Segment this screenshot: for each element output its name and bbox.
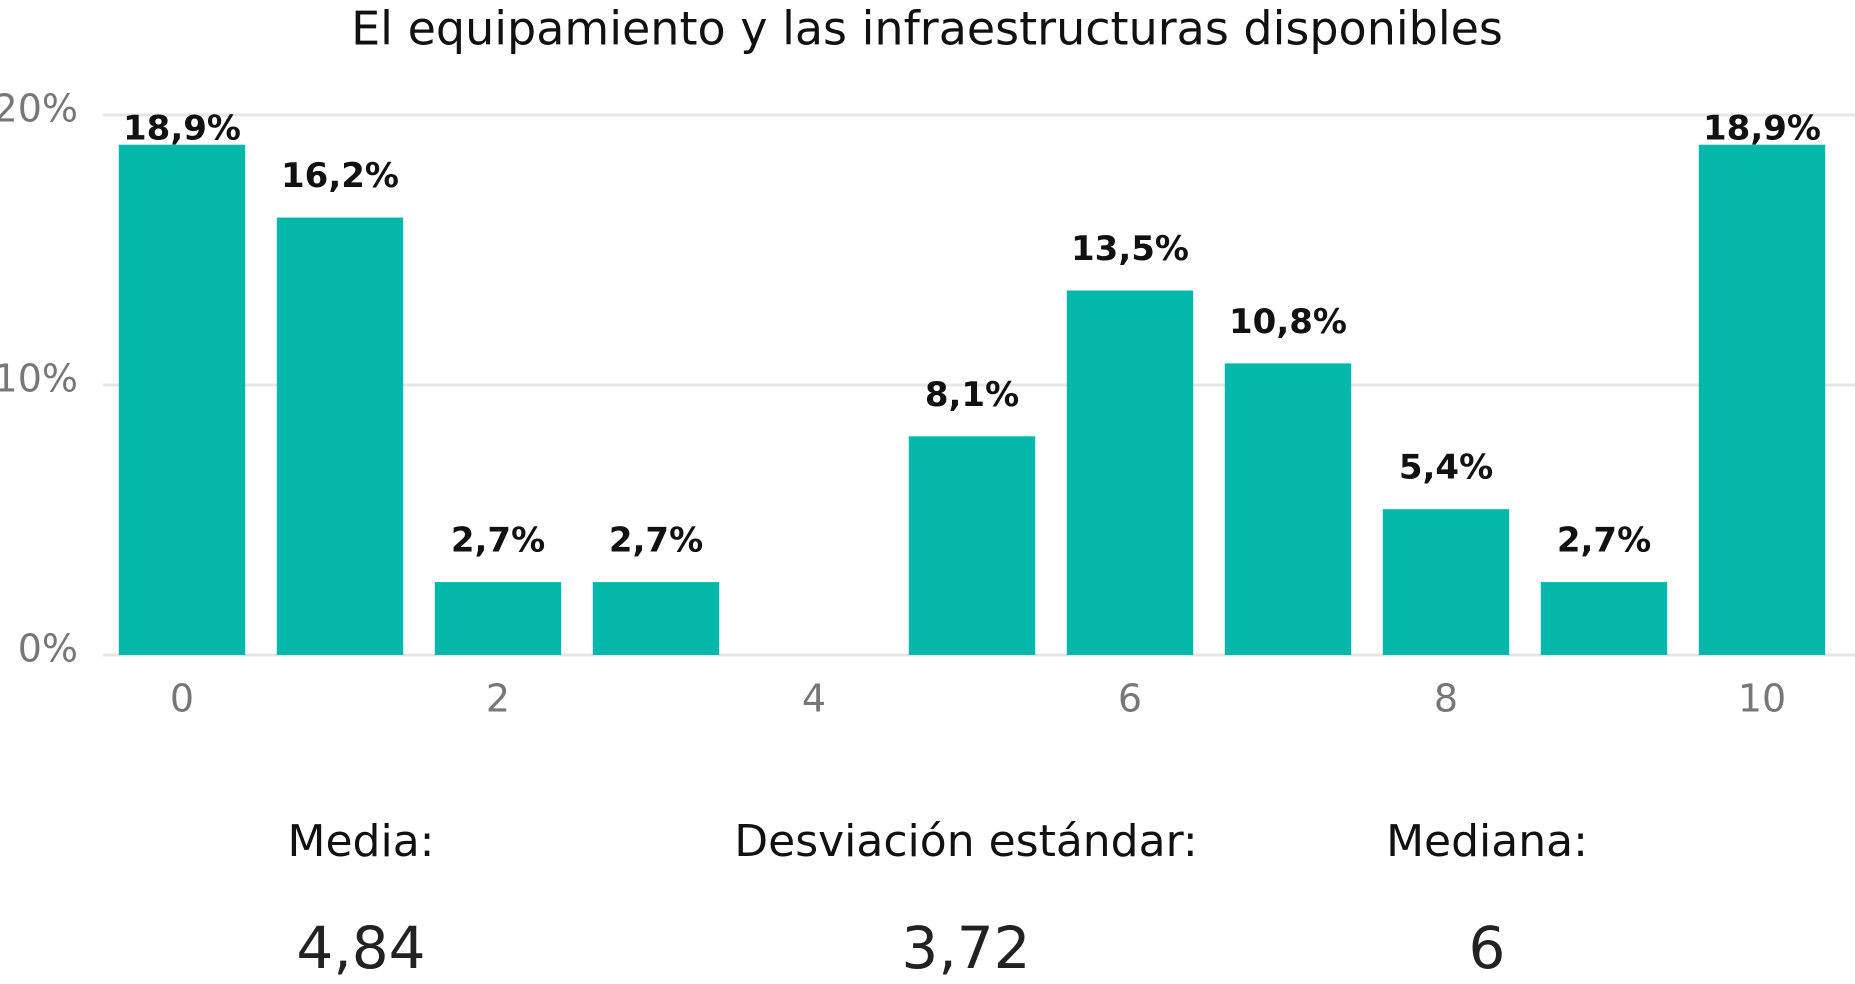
bar (1540, 582, 1668, 655)
data-label: 5,4% (1399, 448, 1493, 488)
x-tick-label: 0 (170, 677, 194, 721)
bar (1382, 509, 1510, 655)
data-label: 8,1% (925, 375, 1019, 415)
stat-value: 3,72 (901, 914, 1030, 982)
stat-label: Desviación estándar: (734, 816, 1197, 867)
bar (1224, 363, 1352, 655)
x-tick-label: 4 (802, 677, 826, 721)
y-tick-label: 0% (18, 627, 78, 671)
bar (118, 144, 246, 655)
data-label: 2,7% (451, 521, 545, 561)
stat-value: 4,84 (296, 914, 425, 982)
bar (908, 436, 1036, 655)
stat-label: Media: (288, 816, 435, 867)
data-label: 10,8% (1229, 302, 1347, 342)
bar (434, 582, 562, 655)
y-tick-label: 10% (0, 357, 78, 401)
x-tick-label: 8 (1434, 677, 1458, 721)
x-tick-label: 10 (1738, 677, 1786, 721)
x-tick-label: 6 (1118, 677, 1142, 721)
bar (592, 582, 720, 655)
bar (1698, 144, 1826, 655)
stat-value: 6 (1469, 914, 1506, 982)
data-label: 18,9% (123, 109, 241, 149)
data-label: 2,7% (1557, 521, 1651, 561)
x-tick-label: 2 (486, 677, 510, 721)
y-tick-label: 20% (0, 87, 78, 131)
data-label: 2,7% (609, 521, 703, 561)
bar (276, 217, 404, 655)
bar (1066, 290, 1194, 655)
chart-title: El equipamiento y las infraestructuras d… (351, 2, 1503, 56)
stat-label: Mediana: (1386, 816, 1588, 867)
data-label: 13,5% (1071, 229, 1189, 269)
data-label: 18,9% (1703, 109, 1821, 149)
data-label: 16,2% (281, 156, 399, 196)
